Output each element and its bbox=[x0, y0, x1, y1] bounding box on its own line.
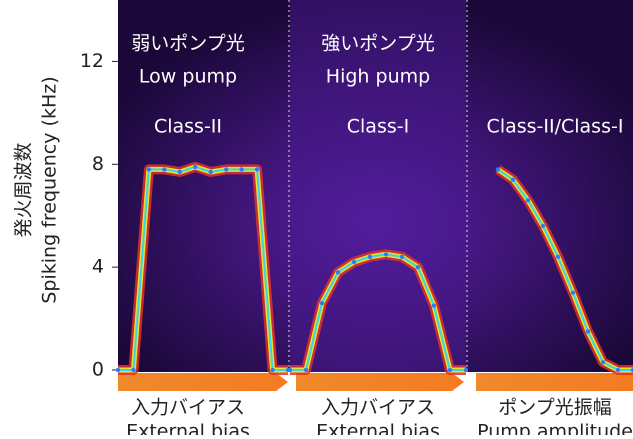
trace-point bbox=[270, 368, 274, 372]
axis-arrow bbox=[476, 373, 633, 391]
trace-point bbox=[511, 178, 515, 182]
trace-point bbox=[336, 270, 340, 274]
trace-point bbox=[601, 360, 605, 364]
axis-arrow bbox=[296, 373, 464, 391]
trace-point bbox=[116, 368, 120, 372]
y-axis-label-en: Spiking frequency (kHz) bbox=[39, 76, 61, 303]
trace-point bbox=[384, 252, 388, 256]
class-label: Class-II/Class-I bbox=[487, 116, 624, 138]
x-axis-label: 入力バイアス bbox=[321, 397, 435, 419]
y-tick-label: 4 bbox=[92, 256, 104, 278]
x-axis-label-en: Pump amplitude bbox=[477, 421, 633, 436]
trace-point bbox=[541, 224, 545, 228]
trace-point bbox=[209, 170, 213, 174]
panel-title: 強いポンプ光 bbox=[321, 33, 434, 55]
trace-point bbox=[178, 170, 182, 174]
trace-point bbox=[464, 368, 468, 372]
y-tick-label: 12 bbox=[80, 50, 104, 72]
trace-point bbox=[432, 304, 436, 308]
x-axis-label: 入力バイアス bbox=[131, 397, 245, 419]
y-axis-label: 発火周波数 bbox=[13, 142, 35, 237]
panel-subtitle: High pump bbox=[326, 66, 430, 88]
trace-point bbox=[304, 368, 308, 372]
trace-point bbox=[147, 167, 151, 171]
class-label: Class-II bbox=[154, 116, 222, 138]
panel-subtitle: Low pump bbox=[139, 66, 237, 88]
trace-point bbox=[224, 167, 228, 171]
trace-point bbox=[571, 291, 575, 295]
y-tick-label: 8 bbox=[92, 153, 104, 175]
trace-point bbox=[368, 255, 372, 259]
class-label: Class-I bbox=[347, 116, 409, 138]
x-axis-label-en: External bias bbox=[316, 421, 440, 436]
x-axis-label: ポンプ光振幅 bbox=[498, 397, 611, 419]
trace-point bbox=[288, 368, 292, 372]
trace-point bbox=[586, 329, 590, 333]
panel-title: 弱いポンプ光 bbox=[131, 33, 244, 55]
trace-point bbox=[448, 368, 452, 372]
trace-point bbox=[162, 167, 166, 171]
trace-point bbox=[616, 368, 620, 372]
trace-point bbox=[255, 167, 259, 171]
trace-point bbox=[400, 255, 404, 259]
trace-point bbox=[496, 167, 500, 171]
y-tick-label: 0 bbox=[92, 359, 104, 381]
trace-point bbox=[352, 260, 356, 264]
trace-point bbox=[526, 198, 530, 202]
trace-point bbox=[131, 368, 135, 372]
trace-point bbox=[193, 165, 197, 169]
trace-point bbox=[320, 301, 324, 305]
x-axis-label-en: External bias bbox=[126, 421, 250, 436]
trace-point bbox=[239, 167, 243, 171]
figure: 弱いポンプ光 Low pump Class-II 入力バイアス External bia… bbox=[0, 0, 633, 435]
trace-point bbox=[556, 255, 560, 259]
trace-point bbox=[416, 265, 420, 269]
axis-arrow bbox=[118, 373, 288, 391]
